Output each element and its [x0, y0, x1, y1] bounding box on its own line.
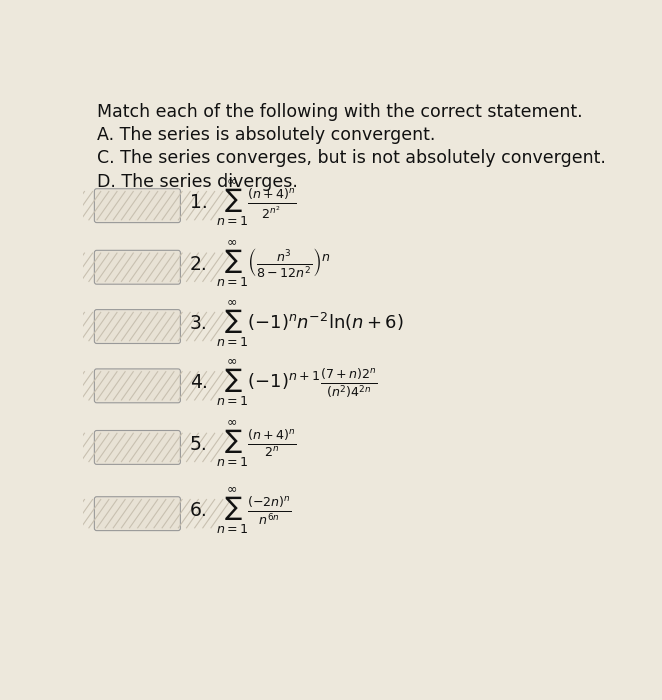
Text: $\sum_{n=1}^{\infty} (-1)^n n^{-2} \ln(n+6)$: $\sum_{n=1}^{\infty} (-1)^n n^{-2} \ln(n… — [216, 298, 404, 349]
FancyBboxPatch shape — [95, 497, 181, 531]
FancyBboxPatch shape — [95, 309, 181, 344]
Text: A. The series is absolutely convergent.: A. The series is absolutely convergent. — [97, 126, 435, 144]
Text: 5.: 5. — [190, 435, 207, 454]
FancyBboxPatch shape — [95, 430, 181, 464]
FancyBboxPatch shape — [95, 189, 181, 223]
Text: $\sum_{n=1}^{\infty} \frac{(n+4)^n}{2^{n^2}}$: $\sum_{n=1}^{\infty} \frac{(n+4)^n}{2^{n… — [216, 178, 297, 228]
FancyBboxPatch shape — [95, 369, 181, 402]
Text: 6.: 6. — [190, 501, 207, 520]
Text: 1.: 1. — [190, 193, 207, 212]
Text: $\sum_{n=1}^{\infty} \frac{(-2n)^n}{n^{6n}}$: $\sum_{n=1}^{\infty} \frac{(-2n)^n}{n^{6… — [216, 486, 292, 536]
Text: C. The series converges, but is not absolutely convergent.: C. The series converges, but is not abso… — [97, 150, 606, 167]
Text: 4.: 4. — [190, 373, 208, 392]
Text: Match each of the following with the correct statement.: Match each of the following with the cor… — [97, 103, 583, 121]
FancyBboxPatch shape — [95, 251, 181, 284]
Text: D. The series diverges.: D. The series diverges. — [97, 173, 298, 190]
Text: $\sum_{n=1}^{\infty} (-1)^{n+1} \frac{(7+n)2^n}{(n^2)4^{2n}}$: $\sum_{n=1}^{\infty} (-1)^{n+1} \frac{(7… — [216, 358, 377, 408]
Text: 3.: 3. — [190, 314, 207, 333]
Text: 2.: 2. — [190, 255, 207, 274]
Text: $\sum_{n=1}^{\infty} \frac{(n+4)^n}{2^n}$: $\sum_{n=1}^{\infty} \frac{(n+4)^n}{2^n}… — [216, 419, 297, 470]
Text: $\sum_{n=1}^{\infty} \left(\frac{n^3}{8-12n^2}\right)^n$: $\sum_{n=1}^{\infty} \left(\frac{n^3}{8-… — [216, 239, 330, 289]
